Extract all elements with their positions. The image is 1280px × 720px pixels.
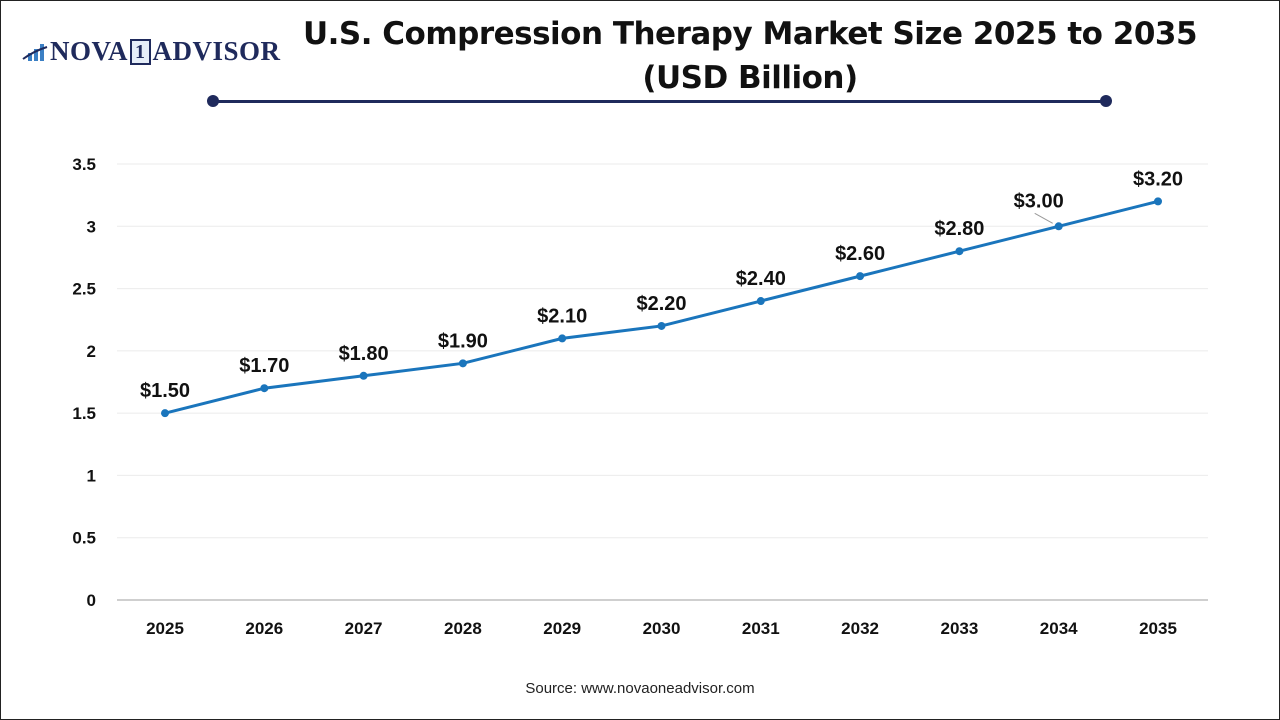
data-point <box>458 359 467 368</box>
y-tick-label: 2 <box>87 342 96 361</box>
y-tick-label: 2.5 <box>72 280 96 299</box>
data-point <box>161 409 169 418</box>
x-tick-label: 2027 <box>345 619 383 638</box>
logo-text-right: ADVISOR <box>152 36 281 66</box>
data-point <box>955 247 964 256</box>
rule-dot-left <box>207 95 219 107</box>
x-tick-label: 2035 <box>1139 619 1177 638</box>
data-point <box>856 272 865 281</box>
y-tick-label: 1 <box>87 466 96 485</box>
title-rule <box>213 100 1106 103</box>
data-point <box>558 334 567 343</box>
x-tick-label: 2033 <box>940 619 978 638</box>
data-label: $2.60 <box>835 243 885 265</box>
data-point <box>756 297 765 306</box>
x-tick-label: 2031 <box>742 619 780 638</box>
data-point <box>260 384 269 393</box>
y-tick-label: 3 <box>87 217 96 236</box>
y-tick-label: 1.5 <box>72 404 96 423</box>
data-label: $3.20 <box>1133 168 1183 190</box>
data-label: $1.70 <box>239 355 289 377</box>
data-label: $1.50 <box>140 380 190 402</box>
y-tick-label: 3.5 <box>72 155 96 174</box>
logo-text-left: NOVA <box>50 36 129 66</box>
logo-text-mid: 1 <box>130 38 151 65</box>
source-note: Source: www.novaoneadvisor.com <box>525 680 755 697</box>
title-line-2: (USD Billion) <box>642 60 858 96</box>
data-label: $2.20 <box>636 293 686 315</box>
data-point <box>1154 197 1162 206</box>
data-label: $2.40 <box>736 268 786 290</box>
x-tick-label: 2032 <box>841 619 879 638</box>
x-tick-label: 2034 <box>1040 619 1078 638</box>
x-tick-label: 2030 <box>643 619 681 638</box>
data-point <box>359 371 368 380</box>
data-label: $3.00 <box>1014 190 1064 212</box>
x-tick-label: 2025 <box>146 619 184 638</box>
logo: NOVA 1 ADVISOR <box>22 36 281 67</box>
data-label: $2.10 <box>537 305 587 327</box>
title-line-1: U.S. Compression Therapy Market Size 202… <box>302 16 1198 52</box>
x-tick-label: 2029 <box>543 619 581 638</box>
y-tick-label: 0 <box>87 591 96 610</box>
data-label: $1.90 <box>438 330 488 352</box>
data-label: $1.80 <box>339 343 389 365</box>
x-tick-label: 2026 <box>245 619 283 638</box>
leader-line <box>1034 212 1053 224</box>
x-tick-label: 2028 <box>444 619 482 638</box>
chart-title: U.S. Compression Therapy Market Size 202… <box>300 12 1200 100</box>
data-point <box>1054 222 1063 231</box>
data-point <box>657 321 666 330</box>
data-label: $2.80 <box>934 218 984 240</box>
bar-chart-logo-icon <box>22 43 48 61</box>
rule-dot-right <box>1100 95 1112 107</box>
y-tick-label: 0.5 <box>72 529 96 548</box>
